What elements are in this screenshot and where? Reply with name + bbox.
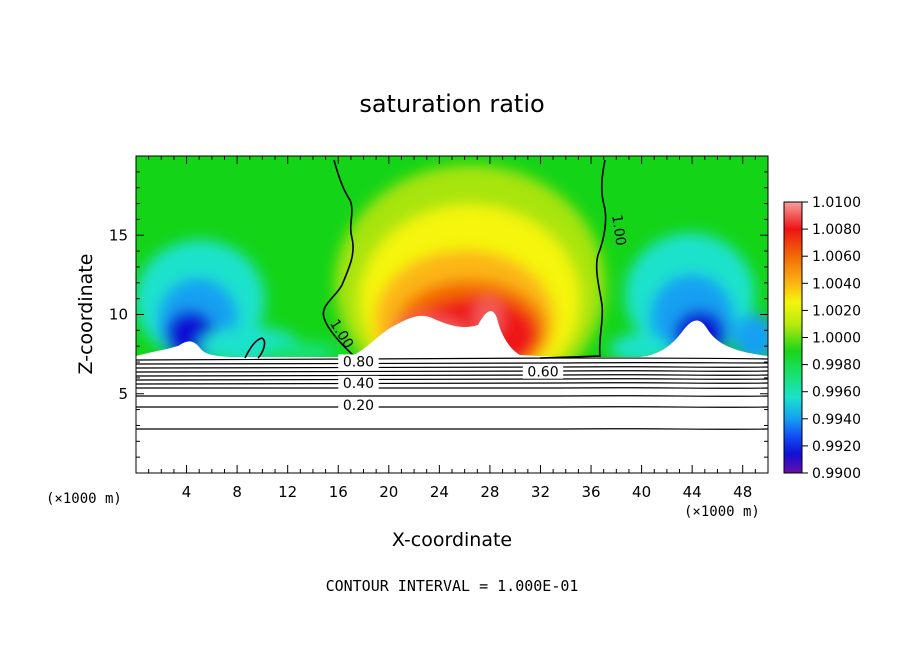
x-tick-label: 40 [632, 483, 651, 501]
colorbar-label: 1.0060 [812, 249, 861, 265]
contour-1.00-right [539, 159, 607, 359]
contour-label-bg [522, 364, 564, 379]
colorbar-label: 0.9960 [812, 385, 861, 401]
terrain-clearing [136, 311, 768, 359]
x-tick-label: 36 [581, 483, 600, 501]
colorbar-label: 0.9900 [812, 466, 861, 482]
x-tick-label: 24 [430, 483, 449, 501]
contour-label: 0.40 [343, 376, 374, 392]
contour-1.00-small [244, 337, 266, 359]
contour-label-group: 0.60 [522, 364, 564, 381]
colorbar-gradient [783, 201, 803, 474]
x-tick-label: 20 [379, 483, 398, 501]
y-tick-label: 15 [109, 226, 128, 244]
colorbar: 1.0100 1.0080 1.0060 1.0040 1.0020 1.0000 0.99… [783, 195, 861, 482]
y-axis-title: Z-coordinate [75, 254, 97, 375]
x-unit-label: (×1000 m) [684, 504, 760, 520]
saturation-field [136, 156, 768, 359]
contour-lines [136, 159, 768, 430]
colorbar-label: 0.9920 [812, 439, 861, 455]
colorbar-label: 1.0040 [812, 276, 861, 292]
colorbar-label: 1.0000 [812, 331, 861, 347]
x-tick-label: 28 [480, 483, 499, 501]
contour-label: 0.60 [527, 365, 558, 381]
chart-title: saturation ratio [359, 90, 544, 118]
x-tick-label: 48 [733, 483, 752, 501]
colorbar-label: 1.0080 [812, 222, 861, 238]
x-tick-label: 16 [329, 483, 348, 501]
contour-interval-note: CONTOUR INTERVAL = 1.000E-01 [326, 577, 579, 595]
contour-label-group: 0.80 [338, 354, 379, 370]
lower-background [136, 356, 768, 473]
contour-label: 1.00 [608, 214, 628, 247]
contour-label-bg [338, 354, 379, 369]
x-tick-label: 4 [182, 483, 192, 501]
y-tick-label: 5 [118, 385, 128, 403]
contour-label-bg [338, 398, 379, 413]
contour-label-group: 0.20 [338, 398, 379, 414]
colorbar-labels: 1.0100 1.0080 1.0060 1.0040 1.0020 1.0000 0.99… [802, 195, 861, 482]
contour-label: 0.20 [343, 398, 374, 414]
x-axis-title: X-coordinate [392, 529, 512, 551]
x-axis: 4 8 12 16 20 24 28 32 36 40 44 48 [148, 156, 756, 501]
contour-label-bg [338, 375, 379, 390]
x-tick-label: 44 [683, 483, 702, 501]
x-tick-label: 12 [278, 483, 297, 501]
y-unit-label: (×1000 m) [46, 491, 122, 507]
colorbar-label: 0.9980 [812, 358, 861, 374]
plot-area: 1.001.000.800.600.400.20 [136, 156, 768, 473]
y-axis: 5 10 15 [109, 171, 768, 458]
contour-label: 0.80 [343, 354, 374, 370]
x-tick-label: 8 [232, 483, 242, 501]
contour-label-group: 0.40 [338, 375, 379, 392]
colorbar-label: 0.9940 [812, 412, 861, 428]
low-level-contours [136, 357, 768, 430]
contour-label-group: 1.00 [608, 214, 628, 247]
colorbar-label: 1.0020 [812, 303, 861, 319]
colorbar-label: 1.0100 [812, 195, 861, 211]
y-tick-label: 10 [109, 306, 128, 324]
x-tick-label: 32 [531, 483, 550, 501]
contour-1.00-left [322, 159, 356, 358]
